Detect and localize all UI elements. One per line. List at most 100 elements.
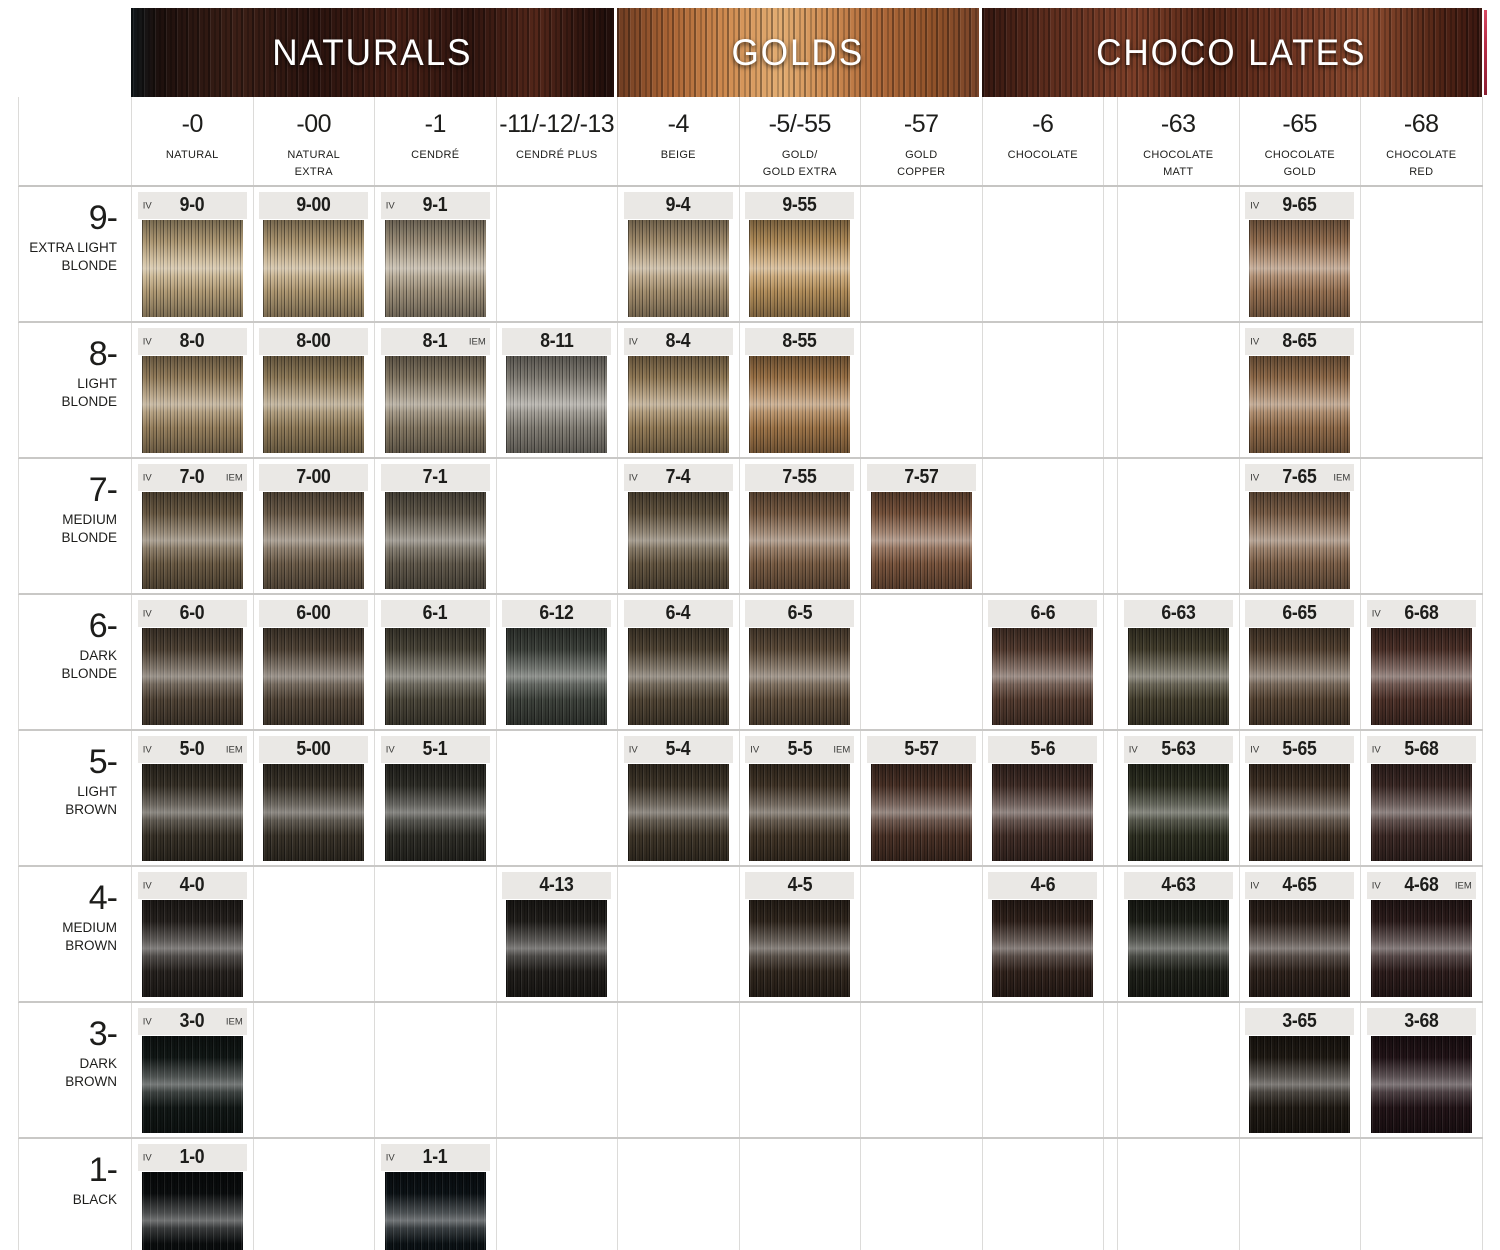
row-level: 4- bbox=[88, 879, 118, 917]
swatch-label-bar: 3-65 bbox=[1245, 1008, 1355, 1035]
swatch-label-bar: 9-55 bbox=[745, 192, 855, 219]
hair-swatch-9-4 bbox=[627, 220, 729, 317]
swatch-code: 8-55 bbox=[782, 330, 817, 352]
cell-4--11/-12/-13: 4-13 bbox=[497, 867, 618, 1001]
badge-iv: IV bbox=[142, 608, 152, 619]
cell-3--5/-55 bbox=[740, 1003, 861, 1137]
swatch-label-bar: 4-63 bbox=[1123, 872, 1233, 899]
cell-8--68 bbox=[1361, 323, 1483, 457]
hair-swatch-9-00 bbox=[263, 220, 365, 317]
row-name: DARK BLONDE bbox=[61, 648, 117, 681]
badge-iv: IV bbox=[1128, 744, 1138, 755]
swatch-label-bar: IV 5-63 bbox=[1123, 736, 1233, 763]
swatch-card-6-4: 6-4 bbox=[623, 600, 733, 725]
badge-iv: IV bbox=[628, 472, 638, 483]
cell-7--57: 7-57 bbox=[861, 459, 983, 593]
column-name: GOLD COPPER bbox=[897, 149, 946, 178]
swatch-code: 7-1 bbox=[422, 466, 448, 488]
swatch-card-3-0: IV 3-0 IEM bbox=[137, 1008, 247, 1133]
badge-iv: IV bbox=[1250, 744, 1260, 755]
badge-iv: IV bbox=[142, 1016, 152, 1027]
swatch-code: 8-1 bbox=[422, 330, 448, 352]
hair-swatch-4-65 bbox=[1249, 900, 1351, 997]
row-label-7: 7- MEDIUM BLONDE bbox=[19, 459, 132, 593]
cell-7--68 bbox=[1361, 459, 1483, 593]
swatch-code: 5-57 bbox=[904, 738, 939, 760]
swatch-card-5-57: 5-57 bbox=[866, 736, 976, 861]
cell-9--63 bbox=[1118, 187, 1240, 321]
swatch-label-bar: IV 3-0 IEM bbox=[137, 1008, 247, 1035]
badge-iv: IV bbox=[1250, 200, 1260, 211]
column-code: -00 bbox=[296, 110, 332, 138]
swatch-card-5-65: IV 5-65 bbox=[1245, 736, 1355, 861]
badge-iv: IV bbox=[142, 880, 152, 891]
cell-9--68 bbox=[1361, 187, 1483, 321]
cell-5--68: IV 5-68 bbox=[1361, 731, 1483, 865]
swatch-card-5-1: IV 5-1 bbox=[380, 736, 490, 861]
hair-swatch-5-0 bbox=[141, 764, 243, 861]
hair-swatch-5-1 bbox=[384, 764, 486, 861]
hair-swatch-9-1 bbox=[384, 220, 486, 317]
badge-iem: IEM bbox=[1333, 472, 1351, 483]
column-header--57: -57 GOLD COPPER bbox=[861, 97, 983, 185]
cell-4--1 bbox=[375, 867, 497, 1001]
row-label-8: 8- LIGHT BLONDE bbox=[19, 323, 132, 457]
swatch-code: 4-65 bbox=[1282, 874, 1317, 896]
swatch-grid: 9- EXTRA LIGHT BLONDE IV 9-0 9-00 IV 9-1 9-4 9-5… bbox=[18, 187, 1483, 1250]
swatch-label-bar: IV 7-0 IEM bbox=[137, 464, 247, 491]
badge-iv: IV bbox=[1371, 608, 1381, 619]
column-spacer bbox=[1104, 187, 1118, 321]
swatch-label-bar: 7-00 bbox=[259, 464, 369, 491]
swatch-card-6-00: 6-00 bbox=[259, 600, 369, 725]
swatch-label-bar: 6-63 bbox=[1123, 600, 1233, 627]
swatch-label-bar: IV 9-1 bbox=[380, 192, 490, 219]
cell-8--57 bbox=[861, 323, 983, 457]
banner-chocolates: CHOCO LATES bbox=[981, 8, 1482, 97]
row-label-4: 4- MEDIUM BROWN bbox=[19, 867, 132, 1001]
hair-swatch-7-65 bbox=[1249, 492, 1351, 589]
hair-swatch-5-5 bbox=[749, 764, 851, 861]
hair-swatch-3-0 bbox=[141, 1036, 243, 1133]
row-label-6: 6- DARK BLONDE bbox=[19, 595, 132, 729]
column-name: CHOCOLATE GOLD bbox=[1264, 149, 1335, 178]
swatch-label-bar: IV 9-65 bbox=[1245, 192, 1355, 219]
column-name: GOLD/ GOLD EXTRA bbox=[762, 149, 837, 178]
hair-swatch-6-0 bbox=[141, 628, 243, 725]
cell-4--4 bbox=[618, 867, 740, 1001]
cell-6--68: IV 6-68 bbox=[1361, 595, 1483, 729]
cell-8--4: IV 8-4 bbox=[618, 323, 740, 457]
swatch-code: 8-65 bbox=[1282, 330, 1317, 352]
column-code: -0 bbox=[181, 110, 204, 138]
row-label-3: 3- DARK BROWN bbox=[19, 1003, 132, 1137]
swatch-card-7-55: 7-55 bbox=[745, 464, 855, 589]
swatch-label-bar: IV 4-65 bbox=[1245, 872, 1355, 899]
swatch-card-4-6: 4-6 bbox=[988, 872, 1098, 997]
cell-3--00 bbox=[254, 1003, 375, 1137]
row-level: 1- bbox=[88, 1151, 118, 1189]
swatch-card-9-4: 9-4 bbox=[623, 192, 733, 317]
hair-swatch-4-0 bbox=[141, 900, 243, 997]
swatch-card-7-4: IV 7-4 bbox=[623, 464, 733, 589]
column-name: NATURAL bbox=[165, 149, 219, 161]
hair-swatch-8-1 bbox=[384, 356, 486, 453]
cell-8--63 bbox=[1118, 323, 1240, 457]
column-header--4: -4 BEIGE bbox=[618, 97, 740, 185]
swatch-label-bar: 8-55 bbox=[745, 328, 855, 355]
swatch-code: 7-57 bbox=[904, 466, 939, 488]
badge-iem: IEM bbox=[225, 1016, 243, 1027]
row-name: EXTRA LIGHT BLONDE bbox=[29, 240, 117, 273]
column-code: -11/-12/-13 bbox=[499, 110, 615, 138]
swatch-label-bar: 7-1 bbox=[380, 464, 490, 491]
row-7: 7- MEDIUM BLONDE IV 7-0 IEM 7-00 7-1 IV 7-4 7-55 7… bbox=[18, 459, 1483, 595]
swatch-code: 9-55 bbox=[782, 194, 817, 216]
swatch-label-bar: 4-5 bbox=[745, 872, 855, 899]
banner-label-naturals: NATURALS bbox=[272, 31, 473, 73]
swatch-card-5-5: IV 5-5 IEM bbox=[745, 736, 855, 861]
cell-6--4: 6-4 bbox=[618, 595, 740, 729]
row-3: 3- DARK BROWN IV 3-0 IEM 3-65 3-68 bbox=[18, 1003, 1483, 1139]
column-code: -63 bbox=[1160, 110, 1196, 138]
row-level: 3- bbox=[88, 1015, 118, 1053]
cell-4--00 bbox=[254, 867, 375, 1001]
hair-swatch-6-1 bbox=[384, 628, 486, 725]
